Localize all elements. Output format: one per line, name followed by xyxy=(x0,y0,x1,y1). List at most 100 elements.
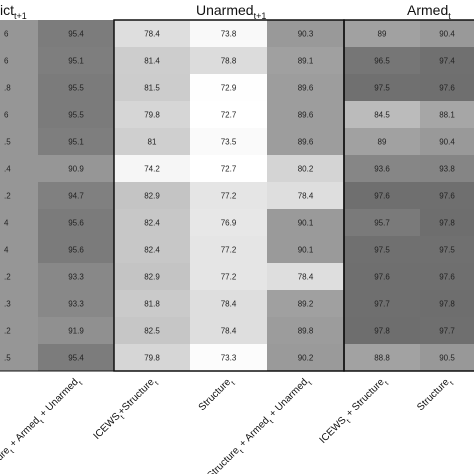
heatmap-cell xyxy=(38,317,114,344)
cell-value-label: 84.5 xyxy=(374,111,390,120)
heatmap-cell xyxy=(420,128,474,155)
cell-value-label: 89.8 xyxy=(298,327,314,336)
heatmap-cell xyxy=(344,20,420,47)
cell-value-label: 95.4 xyxy=(68,354,84,363)
heatmap-cell xyxy=(114,290,190,317)
heatmap-cell xyxy=(267,317,344,344)
heatmap-cell xyxy=(0,101,38,128)
cell-value-label: .8 xyxy=(4,84,11,93)
heatmap-cell xyxy=(190,317,267,344)
panel-title-unarmed: Unarmedt+1 xyxy=(196,0,266,21)
heatmap-cell xyxy=(267,155,344,182)
cell-value-label: 78.8 xyxy=(221,57,237,66)
heatmap-cell xyxy=(0,182,38,209)
cell-value-label: 81.4 xyxy=(144,57,160,66)
cell-value-label: 90.5 xyxy=(439,354,455,363)
cell-value-label: 82.5 xyxy=(144,327,160,336)
heatmap-cell xyxy=(344,209,420,236)
cell-value-label: 89 xyxy=(378,138,387,147)
cell-value-label: 96.5 xyxy=(374,57,390,66)
cell-value-label: 88.1 xyxy=(439,111,455,120)
heatmap-cell xyxy=(0,263,38,290)
heatmap-cell xyxy=(114,236,190,263)
heatmap-cell xyxy=(420,182,474,209)
cell-value-label: 82.4 xyxy=(144,246,160,255)
heatmap-cell xyxy=(267,47,344,74)
heatmap-cell xyxy=(190,182,267,209)
heatmap-cell xyxy=(267,209,344,236)
cell-value-label: 95.4 xyxy=(68,30,84,39)
heatmap-cell xyxy=(190,209,267,236)
cell-value-label: 97.6 xyxy=(439,84,455,93)
heatmap-cell xyxy=(420,20,474,47)
cell-value-label: 90.9 xyxy=(68,165,84,174)
cell-value-label: 95.5 xyxy=(68,111,84,120)
heatmap-cell xyxy=(114,20,190,47)
heatmap-cell xyxy=(267,101,344,128)
heatmap-cell xyxy=(114,209,190,236)
cell-value-label: .4 xyxy=(4,165,11,174)
heatmap-cell xyxy=(190,20,267,47)
heatmap-cell xyxy=(38,344,114,371)
cell-value-label: 79.8 xyxy=(144,354,160,363)
heatmap-cell xyxy=(344,317,420,344)
panel-title-unarmed-text: Unarmed xyxy=(196,2,254,18)
heatmap-cell xyxy=(267,263,344,290)
heatmap-cell xyxy=(114,344,190,371)
heatmap-cell xyxy=(190,344,267,371)
cell-value-label: 74.2 xyxy=(144,165,160,174)
heatmap-cell xyxy=(190,128,267,155)
heatmap-cell xyxy=(0,317,38,344)
heatmap-cell xyxy=(267,20,344,47)
heatmap-cell xyxy=(38,74,114,101)
heatmap-cell xyxy=(114,317,190,344)
cell-value-label: 95.6 xyxy=(68,246,84,255)
cell-value-label: 90.4 xyxy=(439,138,455,147)
heatmap-cell xyxy=(267,182,344,209)
cell-value-label: .3 xyxy=(4,300,11,309)
cell-value-label: 93.8 xyxy=(439,165,455,174)
cell-value-label: 81 xyxy=(148,138,157,147)
cell-value-label: 72.7 xyxy=(221,111,237,120)
panel-title-armed-text: Armed xyxy=(407,2,449,18)
heatmap-cell xyxy=(114,128,190,155)
heatmap-cell xyxy=(38,47,114,74)
x-tick-label: Structuret xyxy=(197,375,237,415)
cell-value-label: 97.4 xyxy=(439,57,455,66)
heatmap-cell xyxy=(420,47,474,74)
heatmap-cell xyxy=(190,74,267,101)
cell-value-label: .5 xyxy=(4,354,11,363)
heatmap-cell xyxy=(420,209,474,236)
cell-value-label: 78.4 xyxy=(298,192,314,201)
heatmap-cell xyxy=(0,155,38,182)
cell-value-label: 72.7 xyxy=(221,165,237,174)
cell-value-label: 6 xyxy=(4,30,9,39)
heatmap-cell xyxy=(38,20,114,47)
heatmap-cell xyxy=(38,236,114,263)
x-tick-label: Structuret xyxy=(415,375,455,415)
heatmap-cell xyxy=(420,155,474,182)
cell-value-label: 76.9 xyxy=(221,219,237,228)
cell-value-label: 77.2 xyxy=(221,273,237,282)
heatmap-cell xyxy=(114,155,190,182)
cell-value-label: 81.5 xyxy=(144,84,160,93)
cell-value-label: 80.2 xyxy=(298,165,314,174)
heatmap-cell xyxy=(344,182,420,209)
panel-border-armed xyxy=(343,19,474,372)
heatmap-cell xyxy=(190,101,267,128)
heatmap-cell xyxy=(344,74,420,101)
heatmap-cell xyxy=(344,128,420,155)
heatmap-cell xyxy=(267,74,344,101)
heatmap-cell xyxy=(0,344,38,371)
cell-value-label: 73.3 xyxy=(221,354,237,363)
cell-value-label: 97.6 xyxy=(439,192,455,201)
heatmap-cell xyxy=(38,290,114,317)
cell-value-label: 78.4 xyxy=(221,300,237,309)
cell-value-label: 97.8 xyxy=(374,327,390,336)
cell-value-label: 4 xyxy=(4,219,9,228)
cell-value-label: 6 xyxy=(4,57,9,66)
x-tick-label: ICEWSt+Structuret xyxy=(92,375,160,443)
heatmap-cell xyxy=(267,236,344,263)
cell-value-label: 90.2 xyxy=(298,354,314,363)
